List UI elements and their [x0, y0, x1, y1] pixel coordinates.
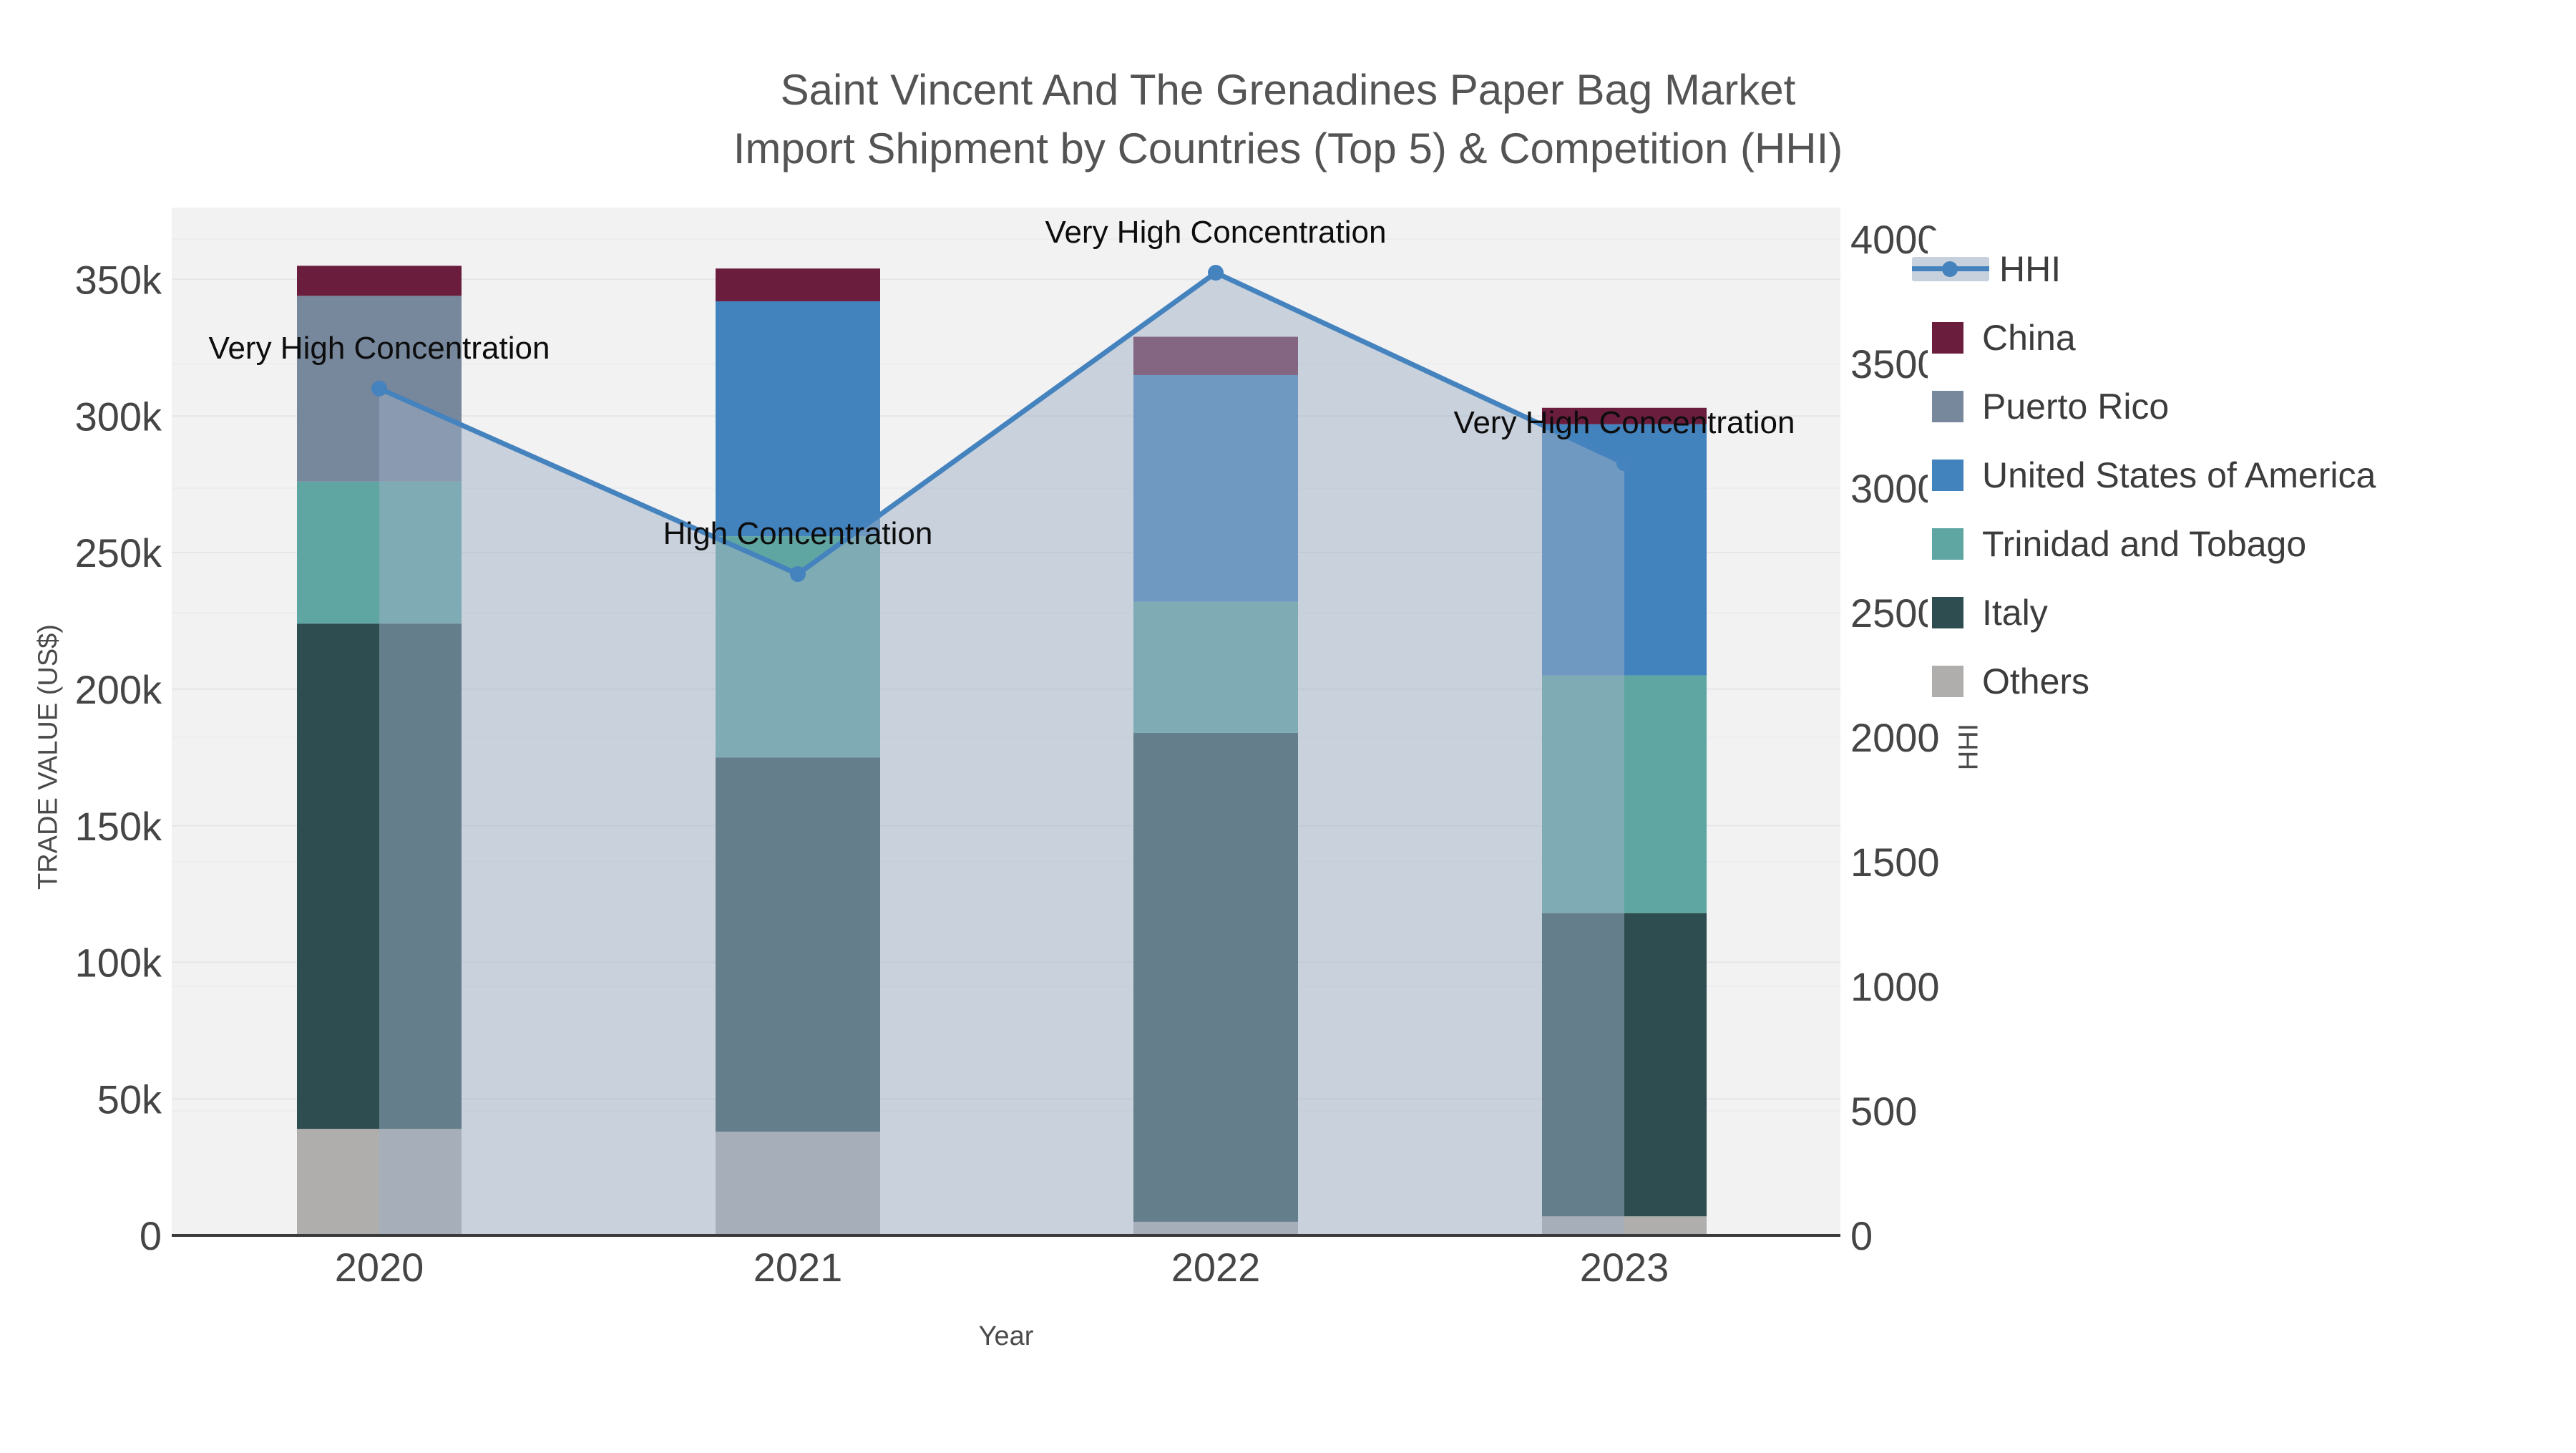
annotation-2020: Very High Concentration	[209, 331, 550, 366]
legend-item-puerto-rico[interactable]: Puerto Rico	[1932, 372, 2476, 441]
chart-title: Saint Vincent And The Grenadines Paper B…	[644, 61, 1932, 178]
right-tick-3500: 3500	[1850, 341, 1940, 387]
x-tick-2022: 2022	[1171, 1245, 1261, 1290]
x-tick-2023: 2023	[1580, 1245, 1669, 1290]
hhi-point-2023[interactable]: HHI 2023: 3100	[1616, 455, 1632, 472]
chart-title-line1: Saint Vincent And The Grenadines Paper B…	[780, 66, 1796, 114]
legend-swatch-china	[1932, 322, 1963, 354]
right-tick-1000: 1000	[1850, 964, 1940, 1009]
legend-item-china[interactable]: China	[1932, 303, 2476, 372]
left-tick-0: 0	[140, 1213, 162, 1258]
legend-label: Italy	[1982, 593, 2048, 633]
bar-segment-2023-china[interactable]: China 2023: 6,000	[1542, 407, 1707, 424]
left-tick-300k: 300k	[75, 394, 162, 439]
x-tick-2020: 2020	[335, 1245, 424, 1290]
chart-title-line2: Import Shipment by Countries (Top 5) & C…	[733, 125, 1843, 172]
legend-label: China	[1982, 318, 2076, 358]
right-tick-4000: 4000	[1850, 217, 1940, 262]
legend-swatch-trinidad-and-tobago	[1932, 528, 1963, 560]
x-tick-2021: 2021	[753, 1245, 843, 1290]
hhi-area-fill	[379, 272, 1624, 1236]
left-tick-250k: 250k	[75, 530, 162, 575]
legend-label: Trinidad and Tobago	[1982, 524, 2307, 564]
right-tick-2000: 2000	[1850, 715, 1940, 760]
left-tick-150k: 150k	[75, 804, 162, 849]
legend-label: Puerto Rico	[1982, 387, 2170, 427]
annotation-2023: Very High Concentration	[1454, 405, 1795, 440]
annotation-2022: Very High Concentration	[1045, 215, 1387, 250]
right-tick-0: 0	[1850, 1213, 1873, 1258]
left-tick-200k: 200k	[75, 667, 162, 712]
legend-swatch-puerto-rico	[1932, 391, 1963, 422]
bar-segment-2020-china[interactable]: China 2020: 11,000	[297, 266, 462, 296]
legend: HHI China Puerto Rico United States of Amer…	[1912, 230, 2476, 723]
left-tick-100k: 100k	[75, 941, 162, 986]
legend-item-italy[interactable]: Italy	[1932, 578, 2476, 647]
hhi-point-2021[interactable]: HHI 2021: 2655	[790, 566, 806, 583]
legend-swatch-others	[1932, 666, 1963, 697]
legend-item-united-states-of-america[interactable]: United States of America	[1932, 441, 2476, 510]
right-tick-3000: 3000	[1850, 466, 1940, 511]
right-tick-500: 500	[1850, 1089, 1917, 1134]
hhi-point-2020[interactable]: HHI 2020: 3400	[371, 380, 387, 397]
legend-item-trinidad-and-tobago[interactable]: Trinidad and Tobago	[1932, 510, 2476, 578]
legend-swatch-italy	[1932, 597, 1963, 628]
legend-swatch-united-states-of-america	[1932, 460, 1963, 491]
x-axis-title: Year	[978, 1321, 1034, 1351]
legend-label: United States of America	[1982, 455, 2376, 495]
legend-item-hhi[interactable]: HHI	[1912, 235, 2476, 303]
right-tick-1500: 1500	[1850, 840, 1940, 885]
legend-swatch-hhi-line	[1912, 257, 1989, 281]
hhi-line[interactable]	[378, 270, 1626, 577]
annotation-2021: High Concentration	[663, 516, 933, 551]
left-tick-50k: 50k	[97, 1077, 162, 1122]
bar-segment-2021-china[interactable]: China 2021: 12,000	[716, 268, 880, 301]
left-tick-350k: 350k	[75, 258, 162, 303]
legend-label: HHI	[1999, 249, 2062, 289]
legend-label: Others	[1982, 661, 2090, 701]
bar-segment-2021-united-states-of-america[interactable]: United States of America 2021: 86,000	[716, 301, 880, 537]
y-axis-title-left: TRADE VALUE (US$)	[33, 624, 64, 890]
right-tick-2500: 2500	[1850, 591, 1940, 636]
legend-item-others[interactable]: Others	[1932, 647, 2476, 716]
hhi-point-2022[interactable]: HHI 2022: 3865	[1208, 264, 1224, 281]
